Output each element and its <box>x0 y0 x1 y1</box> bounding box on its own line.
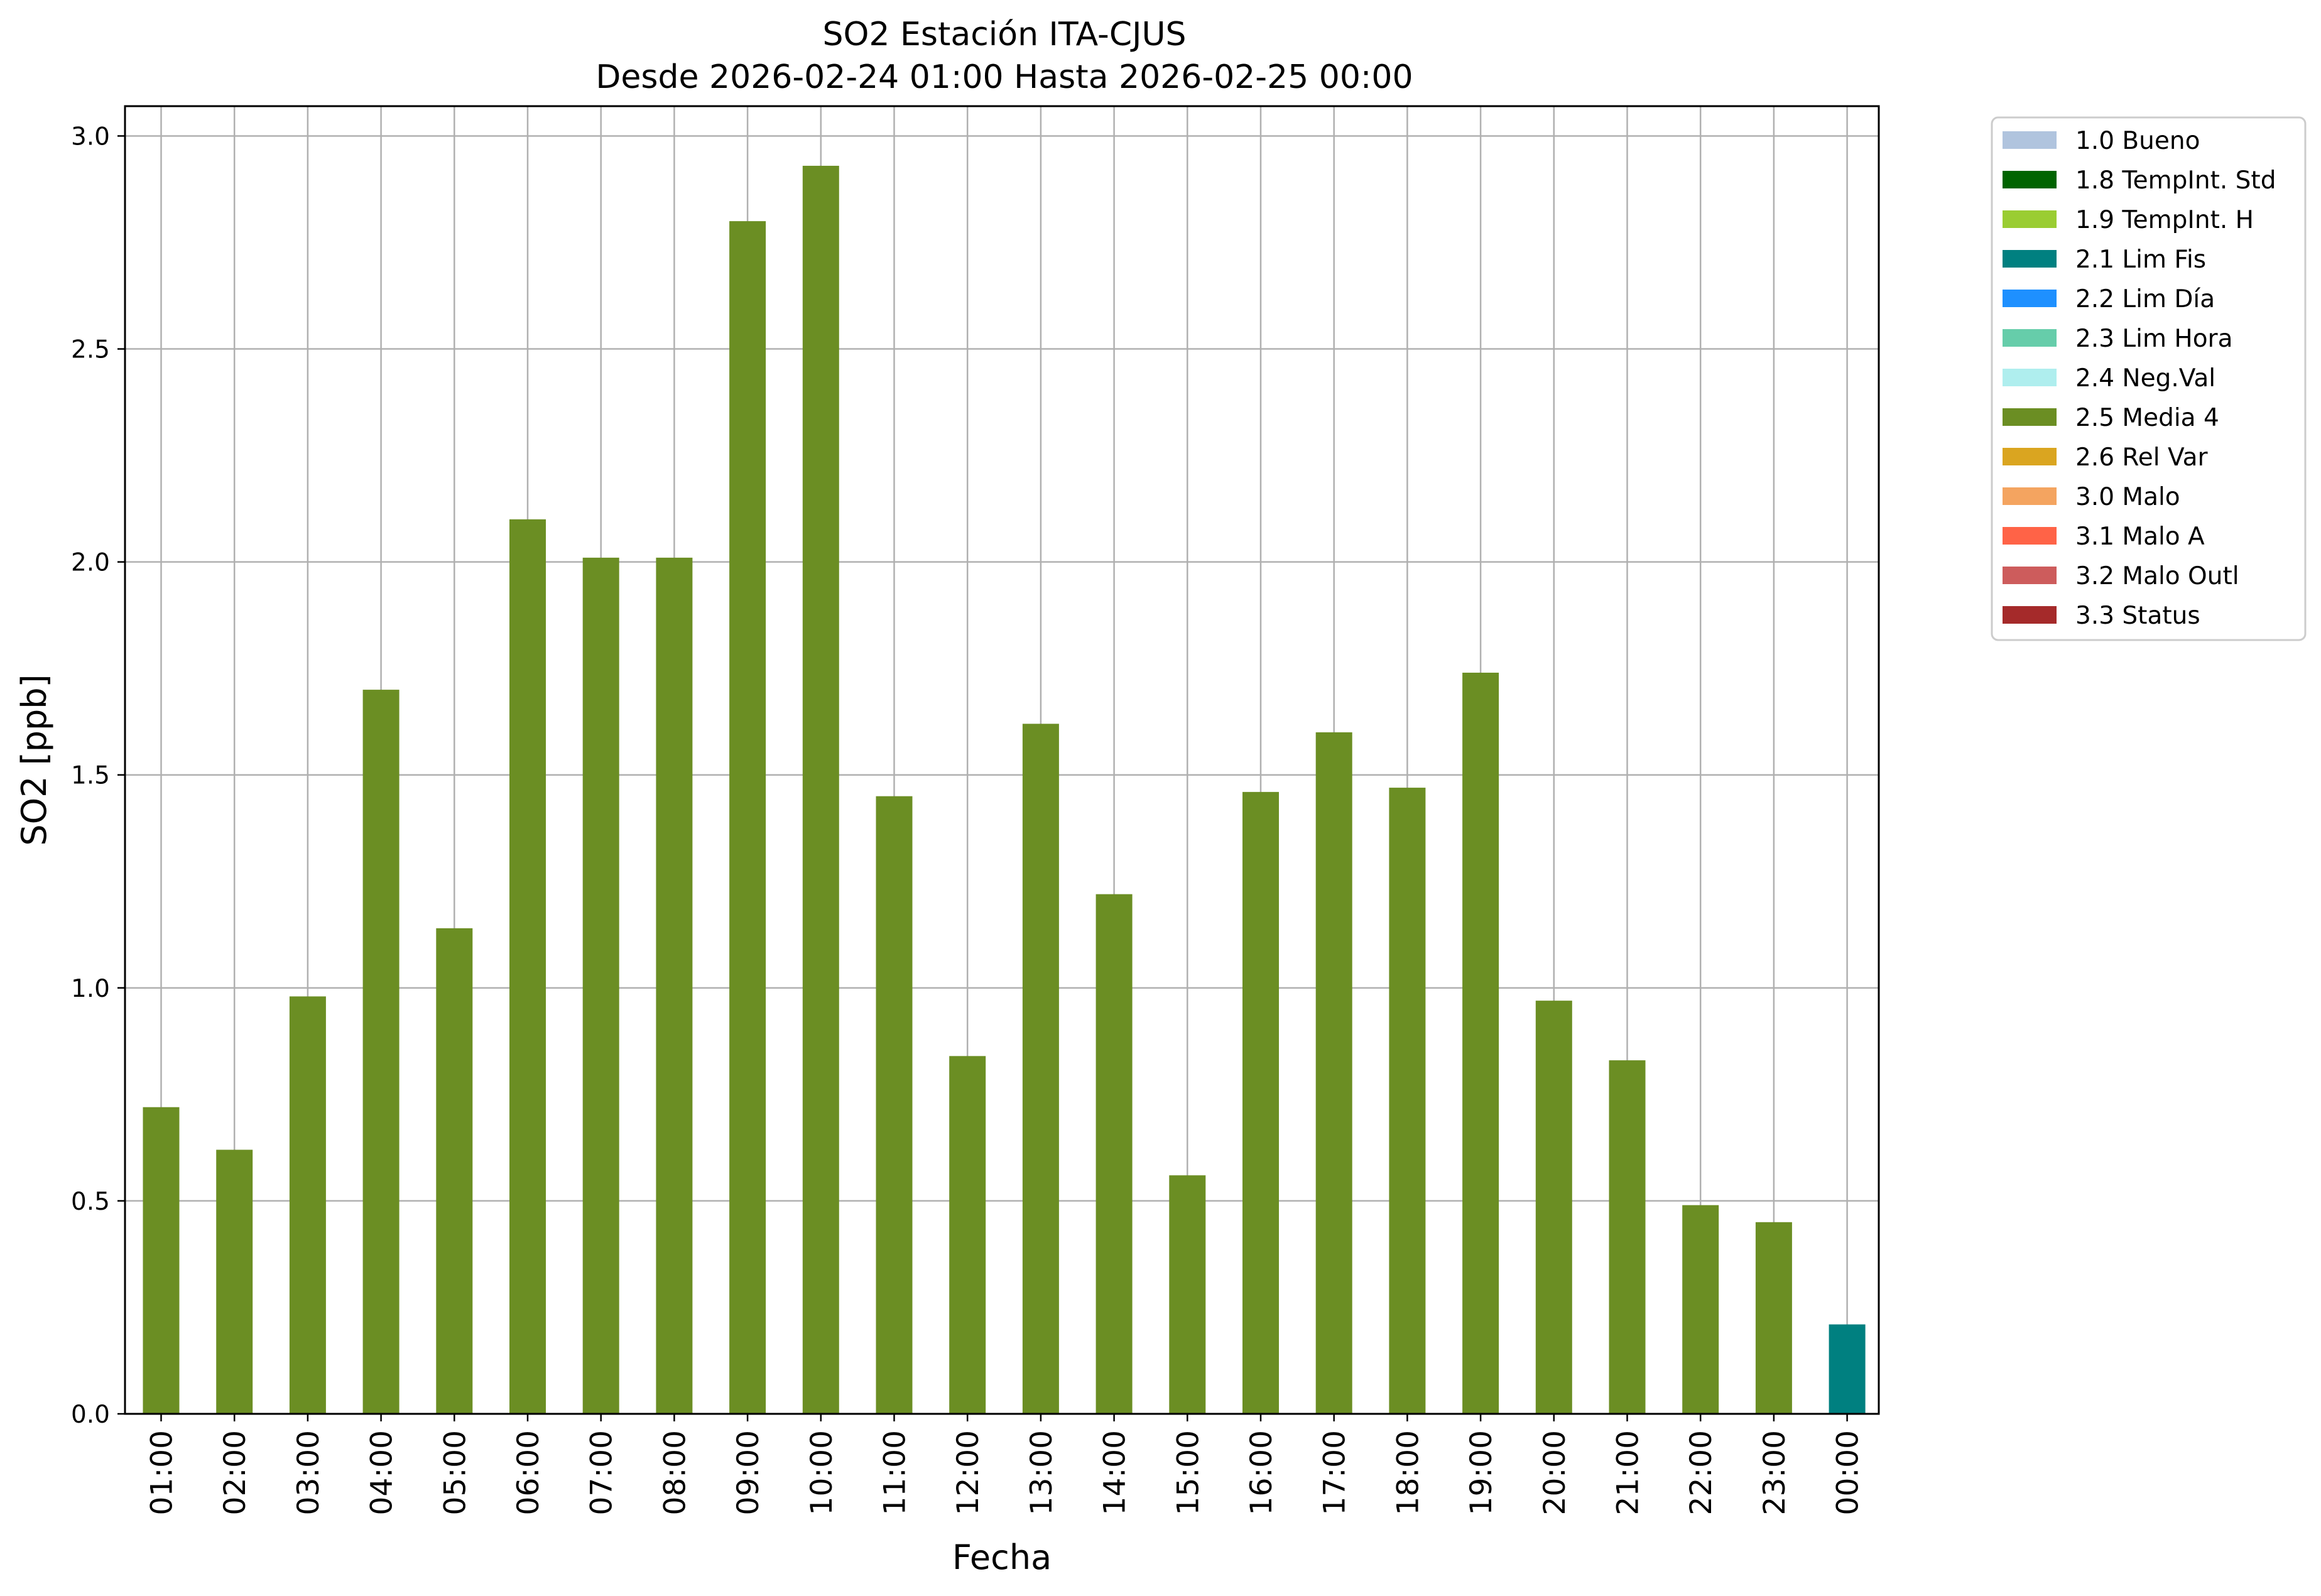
bar-1600 <box>1242 791 1279 1414</box>
y-tick-label: 0.5 <box>71 1188 110 1216</box>
x-tick-label: 23:00 <box>1758 1430 1792 1515</box>
x-tick-label: 14:00 <box>1098 1430 1133 1515</box>
x-tick-label: 04:00 <box>365 1430 400 1515</box>
legend-swatch-3.2 <box>2003 567 2057 584</box>
bar-0500 <box>436 928 473 1414</box>
x-tick-label: 21:00 <box>1611 1430 1646 1515</box>
x-tick-label: 12:00 <box>951 1430 986 1515</box>
x-tick-label: 17:00 <box>1318 1430 1352 1515</box>
y-axis: 0.0 0.5 1.0 1.5 2.0 2.5 3.0 <box>71 122 125 1429</box>
y-tick-label: 2.0 <box>71 549 110 577</box>
x-tick-label: 22:00 <box>1684 1430 1719 1515</box>
y-tick-label: 1.5 <box>71 762 110 790</box>
bar-2000 <box>1535 1001 1572 1414</box>
bar-1800 <box>1389 788 1426 1414</box>
bar-2200 <box>1682 1205 1719 1414</box>
x-tick-label: 13:00 <box>1025 1430 1059 1515</box>
legend-label-1.9: 1.9 TempInt. H <box>2075 206 2254 234</box>
bar-0800 <box>656 557 693 1414</box>
y-tick-label: 1.0 <box>71 975 110 1003</box>
bar-0700 <box>582 557 619 1414</box>
y-tick-label: 0.0 <box>71 1401 110 1429</box>
legend-swatch-2.2 <box>2003 290 2057 307</box>
x-tick-label: 11:00 <box>878 1430 913 1515</box>
bar-1500 <box>1169 1175 1206 1414</box>
legend-label-3.0: 3.0 Malo <box>2075 483 2180 511</box>
bar-1100 <box>876 796 913 1414</box>
x-tick-label: 16:00 <box>1244 1430 1279 1515</box>
x-tick-label: 03:00 <box>291 1430 326 1515</box>
legend-label-2.5: 2.5 Media 4 <box>2075 404 2219 432</box>
bar-1200 <box>949 1056 986 1414</box>
chart-title: SO2 Estación ITA-CJUS <box>822 16 1186 53</box>
x-tick-label: 15:00 <box>1171 1430 1205 1515</box>
legend-swatch-3.0 <box>2003 487 2057 505</box>
x-tick-label: 18:00 <box>1391 1430 1425 1515</box>
legend-swatch-3.1 <box>2003 527 2057 545</box>
legend-swatch-1.0 <box>2003 131 2057 149</box>
bar-1300 <box>1022 724 1059 1414</box>
bar-1400 <box>1095 894 1133 1414</box>
legend-swatch-2.3 <box>2003 329 2057 347</box>
x-tick-label: 05:00 <box>438 1430 472 1515</box>
x-tick-label: 19:00 <box>1464 1430 1499 1515</box>
legend-label-2.3: 2.3 Lim Hora <box>2075 325 2233 353</box>
legend-label-2.6: 2.6 Rel Var <box>2075 443 2209 472</box>
legend-swatch-2.5 <box>2003 408 2057 426</box>
bar-0200 <box>216 1149 253 1414</box>
x-tick-label: 01:00 <box>145 1430 180 1515</box>
legend-swatch-3.3 <box>2003 606 2057 624</box>
x-axis-label: Fecha <box>952 1538 1052 1577</box>
legend-label-3.3: 3.3 Status <box>2075 602 2200 630</box>
x-axis: 01:00 02:00 03:00 04:00 05:00 06:00 07:00 08:00… <box>145 1414 1866 1515</box>
bar-0900 <box>729 221 766 1414</box>
bar-2100 <box>1609 1060 1646 1414</box>
legend-label-2.4: 2.4 Neg.Val <box>2075 364 2215 393</box>
bar-1900 <box>1462 672 1499 1414</box>
x-tick-label: 09:00 <box>731 1430 766 1515</box>
bar-1000 <box>802 165 839 1414</box>
bar-2300 <box>1755 1222 1792 1414</box>
x-tick-label: 20:00 <box>1538 1430 1572 1515</box>
bars <box>143 165 1866 1414</box>
y-tick-label: 3.0 <box>71 122 110 151</box>
legend-label-2.1: 2.1 Lim Fis <box>2075 246 2206 274</box>
x-tick-label: 08:00 <box>658 1430 692 1515</box>
x-tick-label: 02:00 <box>218 1430 253 1515</box>
x-tick-label: 06:00 <box>511 1430 546 1515</box>
legend-label-2.2: 2.2 Lim Día <box>2075 285 2215 313</box>
legend-swatch-2.1 <box>2003 250 2057 268</box>
legend-frame <box>1991 116 2307 641</box>
y-tick-label: 2.5 <box>71 336 110 364</box>
plot-frame <box>124 105 1880 1415</box>
legend-swatch-1.9 <box>2003 210 2057 228</box>
legend: 1.0 Bueno 1.8 TempInt. Std 1.9 TempInt. H 2… <box>1991 116 2307 641</box>
legend-items: 1.0 Bueno 1.8 TempInt. Std 1.9 TempInt. H 2… <box>2003 127 2276 630</box>
chart-subtitle: Desde 2026-02-24 01:00 Hasta 2026-02-25 … <box>595 58 1413 96</box>
bar-1700 <box>1315 732 1352 1414</box>
x-tick-label: 10:00 <box>805 1430 839 1515</box>
legend-swatch-2.4 <box>2003 369 2057 386</box>
legend-label-1.0: 1.0 Bueno <box>2075 127 2200 155</box>
bar-0100 <box>143 1107 180 1414</box>
legend-swatch-2.6 <box>2003 448 2057 465</box>
y-axis-label: SO2 [ppb] <box>14 674 54 845</box>
bar-0300 <box>289 996 326 1414</box>
bar-0600 <box>509 519 546 1414</box>
legend-label-3.2: 3.2 Malo Outl <box>2075 562 2239 590</box>
bar-0400 <box>362 690 400 1414</box>
bar-0000 <box>1829 1324 1866 1414</box>
legend-label-1.8: 1.8 TempInt. Std <box>2075 166 2276 195</box>
x-tick-label: 00:00 <box>1831 1430 1866 1515</box>
legend-swatch-1.8 <box>2003 171 2057 188</box>
legend-label-3.1: 3.1 Malo A <box>2075 523 2205 551</box>
x-tick-label: 07:00 <box>585 1430 619 1515</box>
